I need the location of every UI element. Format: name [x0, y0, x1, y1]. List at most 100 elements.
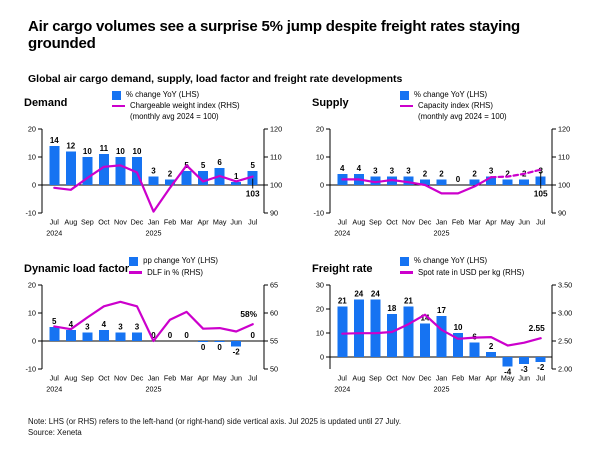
bar-value-label: 5 — [52, 317, 57, 326]
lhs-tick-label: 10 — [28, 153, 36, 162]
bar — [469, 342, 480, 357]
legend: % change YoY (LHS) Capacity index (RHS) … — [400, 90, 507, 122]
legend-sublabel: (monthly avg 2024 = 100) — [130, 112, 219, 122]
legend: pp change YoY (LHS) DLF in % (RHS) — [129, 256, 218, 277]
bar-value-label: 10 — [83, 147, 92, 156]
line-swatch-icon — [400, 104, 413, 108]
bar — [214, 340, 225, 342]
chart-header: Freight rate % change YoY (LHS) Spot rat… — [312, 256, 588, 277]
bar-value-label: 10 — [454, 323, 463, 332]
bar-value-label: 5 — [251, 161, 256, 170]
bar-value-label: 0 — [251, 331, 256, 340]
legend-label: % change YoY (LHS) — [414, 90, 488, 99]
x-month-label: Jul — [338, 373, 348, 382]
charts-grid: Demand % change YoY (LHS) Chargeable wei… — [12, 90, 588, 404]
x-month-label: Jul — [50, 373, 60, 382]
line-swatch-icon — [112, 104, 125, 108]
bar — [82, 157, 93, 186]
bar-value-label: 2 — [439, 170, 444, 179]
bar — [198, 171, 209, 186]
rhs-tick-label: 100 — [558, 181, 570, 190]
x-month-label: Jan — [436, 373, 448, 382]
bar — [82, 332, 93, 341]
line-end-label: 103 — [246, 189, 260, 199]
bar-value-label: 4 — [340, 164, 345, 173]
legend-label: Spot rate in USD per kg (RHS) — [418, 267, 525, 277]
bar — [65, 151, 76, 186]
x-month-label: Jan — [436, 218, 448, 227]
legend-item-bars: pp change YoY (LHS) — [129, 256, 218, 266]
legend-label: % change YoY (LHS) — [414, 256, 488, 266]
bar-swatch-icon — [112, 90, 121, 100]
bar-value-label: 11 — [100, 145, 109, 154]
bar-value-label: 0 — [151, 331, 156, 340]
x-month-label: Feb — [452, 373, 464, 382]
lhs-tick-label: 0 — [320, 181, 324, 190]
line-end-label: 58% — [240, 309, 257, 319]
bar — [502, 356, 513, 367]
bar-value-label: -4 — [504, 367, 512, 376]
x-month-label: Aug — [64, 218, 77, 227]
chart-title: Demand — [24, 97, 68, 109]
x-month-label: Dec — [419, 218, 432, 227]
x-month-label: May — [501, 218, 515, 227]
rhs-tick-label: 100 — [270, 181, 282, 190]
bar — [131, 157, 142, 186]
x-month-label: Feb — [164, 373, 176, 382]
bar-value-label: 17 — [437, 306, 446, 315]
bar-swatch-icon — [129, 256, 139, 266]
bar-value-label: 4 — [102, 319, 107, 328]
x-year-label: 2024 — [46, 229, 62, 238]
chart-canvas-load-factor: 20 10 0 -10 65 60 55 50 5 4 3 4 3 3 0 0 0 0 0 -2 0 58% Jul Aug S… — [25, 280, 278, 393]
x-month-label: Mar — [468, 373, 481, 382]
lhs-tick-label: 10 — [316, 328, 324, 337]
bar — [49, 326, 60, 341]
bars: 5 4 3 4 3 3 0 0 0 0 0 -2 0 — [49, 317, 256, 356]
x-year-label: 2025 — [434, 384, 450, 393]
x-month-label: Dec — [131, 218, 144, 227]
x-month-label: Apr — [198, 373, 210, 382]
bar-value-label: 3 — [135, 322, 140, 331]
x-month-label: Oct — [98, 218, 109, 227]
rhs-tick-label: 110 — [558, 153, 570, 162]
bar-value-label: 3 — [489, 167, 494, 176]
x-month-label: Aug — [64, 373, 77, 382]
bar-value-label: 3 — [151, 167, 156, 176]
trend-line — [341, 176, 493, 195]
rhs-tick-label: 2.00 — [558, 364, 572, 373]
x-month-label: Sep — [81, 218, 94, 227]
lhs-tick-label: 20 — [316, 125, 324, 134]
bar-value-label: 2 — [423, 170, 428, 179]
x-month-label: May — [501, 373, 515, 382]
bar — [115, 157, 126, 186]
line-end-label: 105 — [534, 189, 548, 199]
bar — [115, 332, 126, 341]
lhs-tick-label: 0 — [32, 336, 36, 345]
x-month-label: Dec — [419, 373, 432, 382]
x-month-label: Jan — [148, 218, 160, 227]
bar — [131, 332, 142, 341]
legend-label: Chargeable weight index (RHS) — [130, 101, 240, 111]
bar-value-label: -3 — [521, 365, 529, 374]
rhs-tick-label: 60 — [270, 308, 278, 317]
chart-header: Supply % change YoY (LHS) Capacity index… — [312, 90, 588, 122]
footer: Note: LHS (or RHS) refers to the left-ha… — [28, 416, 588, 439]
rhs-tick-label: 3.00 — [558, 308, 572, 317]
trend-line-dashed — [490, 168, 542, 179]
x-month-label: May — [213, 218, 227, 227]
x-month-label: Jun — [230, 218, 242, 227]
bar — [403, 176, 414, 186]
bar — [386, 313, 397, 357]
rhs-tick-label: 3.50 — [558, 280, 572, 289]
bar — [419, 323, 430, 357]
rhs-tick-label: 90 — [558, 209, 566, 218]
lhs-tick-label: 20 — [28, 280, 36, 289]
bar — [370, 299, 381, 357]
bar-value-label: 10 — [133, 147, 142, 156]
rhs-tick-label: 120 — [270, 125, 282, 134]
bar-value-label: 4 — [357, 164, 362, 173]
chart-freight-rate: Freight rate % change YoY (LHS) Spot rat… — [300, 256, 588, 403]
line-end-label: 2.55 — [529, 323, 546, 333]
bar-value-label: 0 — [217, 343, 222, 352]
